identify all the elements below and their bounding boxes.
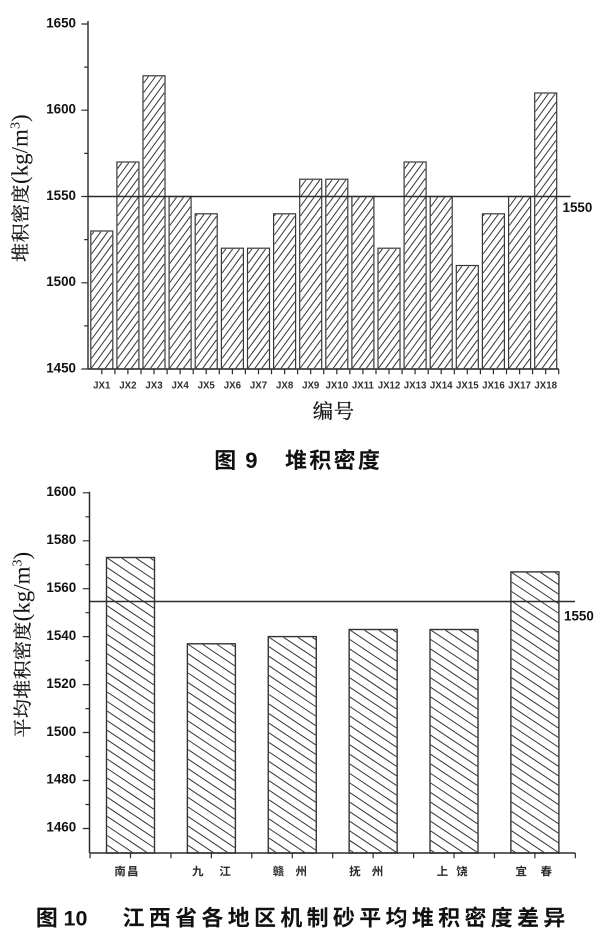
svg-text:JX15: JX15 xyxy=(456,380,479,391)
svg-text:1600: 1600 xyxy=(46,484,76,499)
svg-text:1500: 1500 xyxy=(46,724,76,739)
svg-text:JX14: JX14 xyxy=(430,380,453,391)
svg-text:JX18: JX18 xyxy=(534,380,557,391)
svg-text:1550: 1550 xyxy=(564,609,594,624)
svg-text:JX13: JX13 xyxy=(404,380,427,391)
svg-text:JX2: JX2 xyxy=(119,380,136,391)
svg-text:JX5: JX5 xyxy=(198,380,216,391)
svg-text:JX11: JX11 xyxy=(352,380,375,391)
svg-text:1500: 1500 xyxy=(46,274,76,289)
svg-text:JX10: JX10 xyxy=(325,380,348,391)
svg-text:JX3: JX3 xyxy=(145,380,163,391)
svg-text:JX1: JX1 xyxy=(93,380,111,391)
svg-text:JX9: JX9 xyxy=(302,380,320,391)
svg-text:1460: 1460 xyxy=(46,820,76,835)
svg-text:1580: 1580 xyxy=(46,532,76,547)
svg-text:JX4: JX4 xyxy=(171,380,189,391)
svg-text:1550: 1550 xyxy=(563,200,593,215)
svg-text:1540: 1540 xyxy=(46,628,76,643)
svg-text:JX16: JX16 xyxy=(482,380,505,391)
svg-text:JX17: JX17 xyxy=(508,380,531,391)
svg-text:1480: 1480 xyxy=(46,772,76,787)
svg-text:1600: 1600 xyxy=(46,102,76,117)
svg-text:JX6: JX6 xyxy=(224,380,242,391)
svg-text:1550: 1550 xyxy=(46,188,76,203)
svg-text:1520: 1520 xyxy=(46,676,76,691)
svg-text:9: 9 xyxy=(245,448,257,473)
svg-text:1650: 1650 xyxy=(46,15,76,30)
svg-text:10: 10 xyxy=(64,907,88,931)
svg-text:JX7: JX7 xyxy=(250,380,267,391)
svg-text:1560: 1560 xyxy=(46,580,76,595)
svg-text:JX12: JX12 xyxy=(378,380,401,391)
svg-text:1450: 1450 xyxy=(46,360,76,375)
svg-text:JX8: JX8 xyxy=(276,380,294,391)
